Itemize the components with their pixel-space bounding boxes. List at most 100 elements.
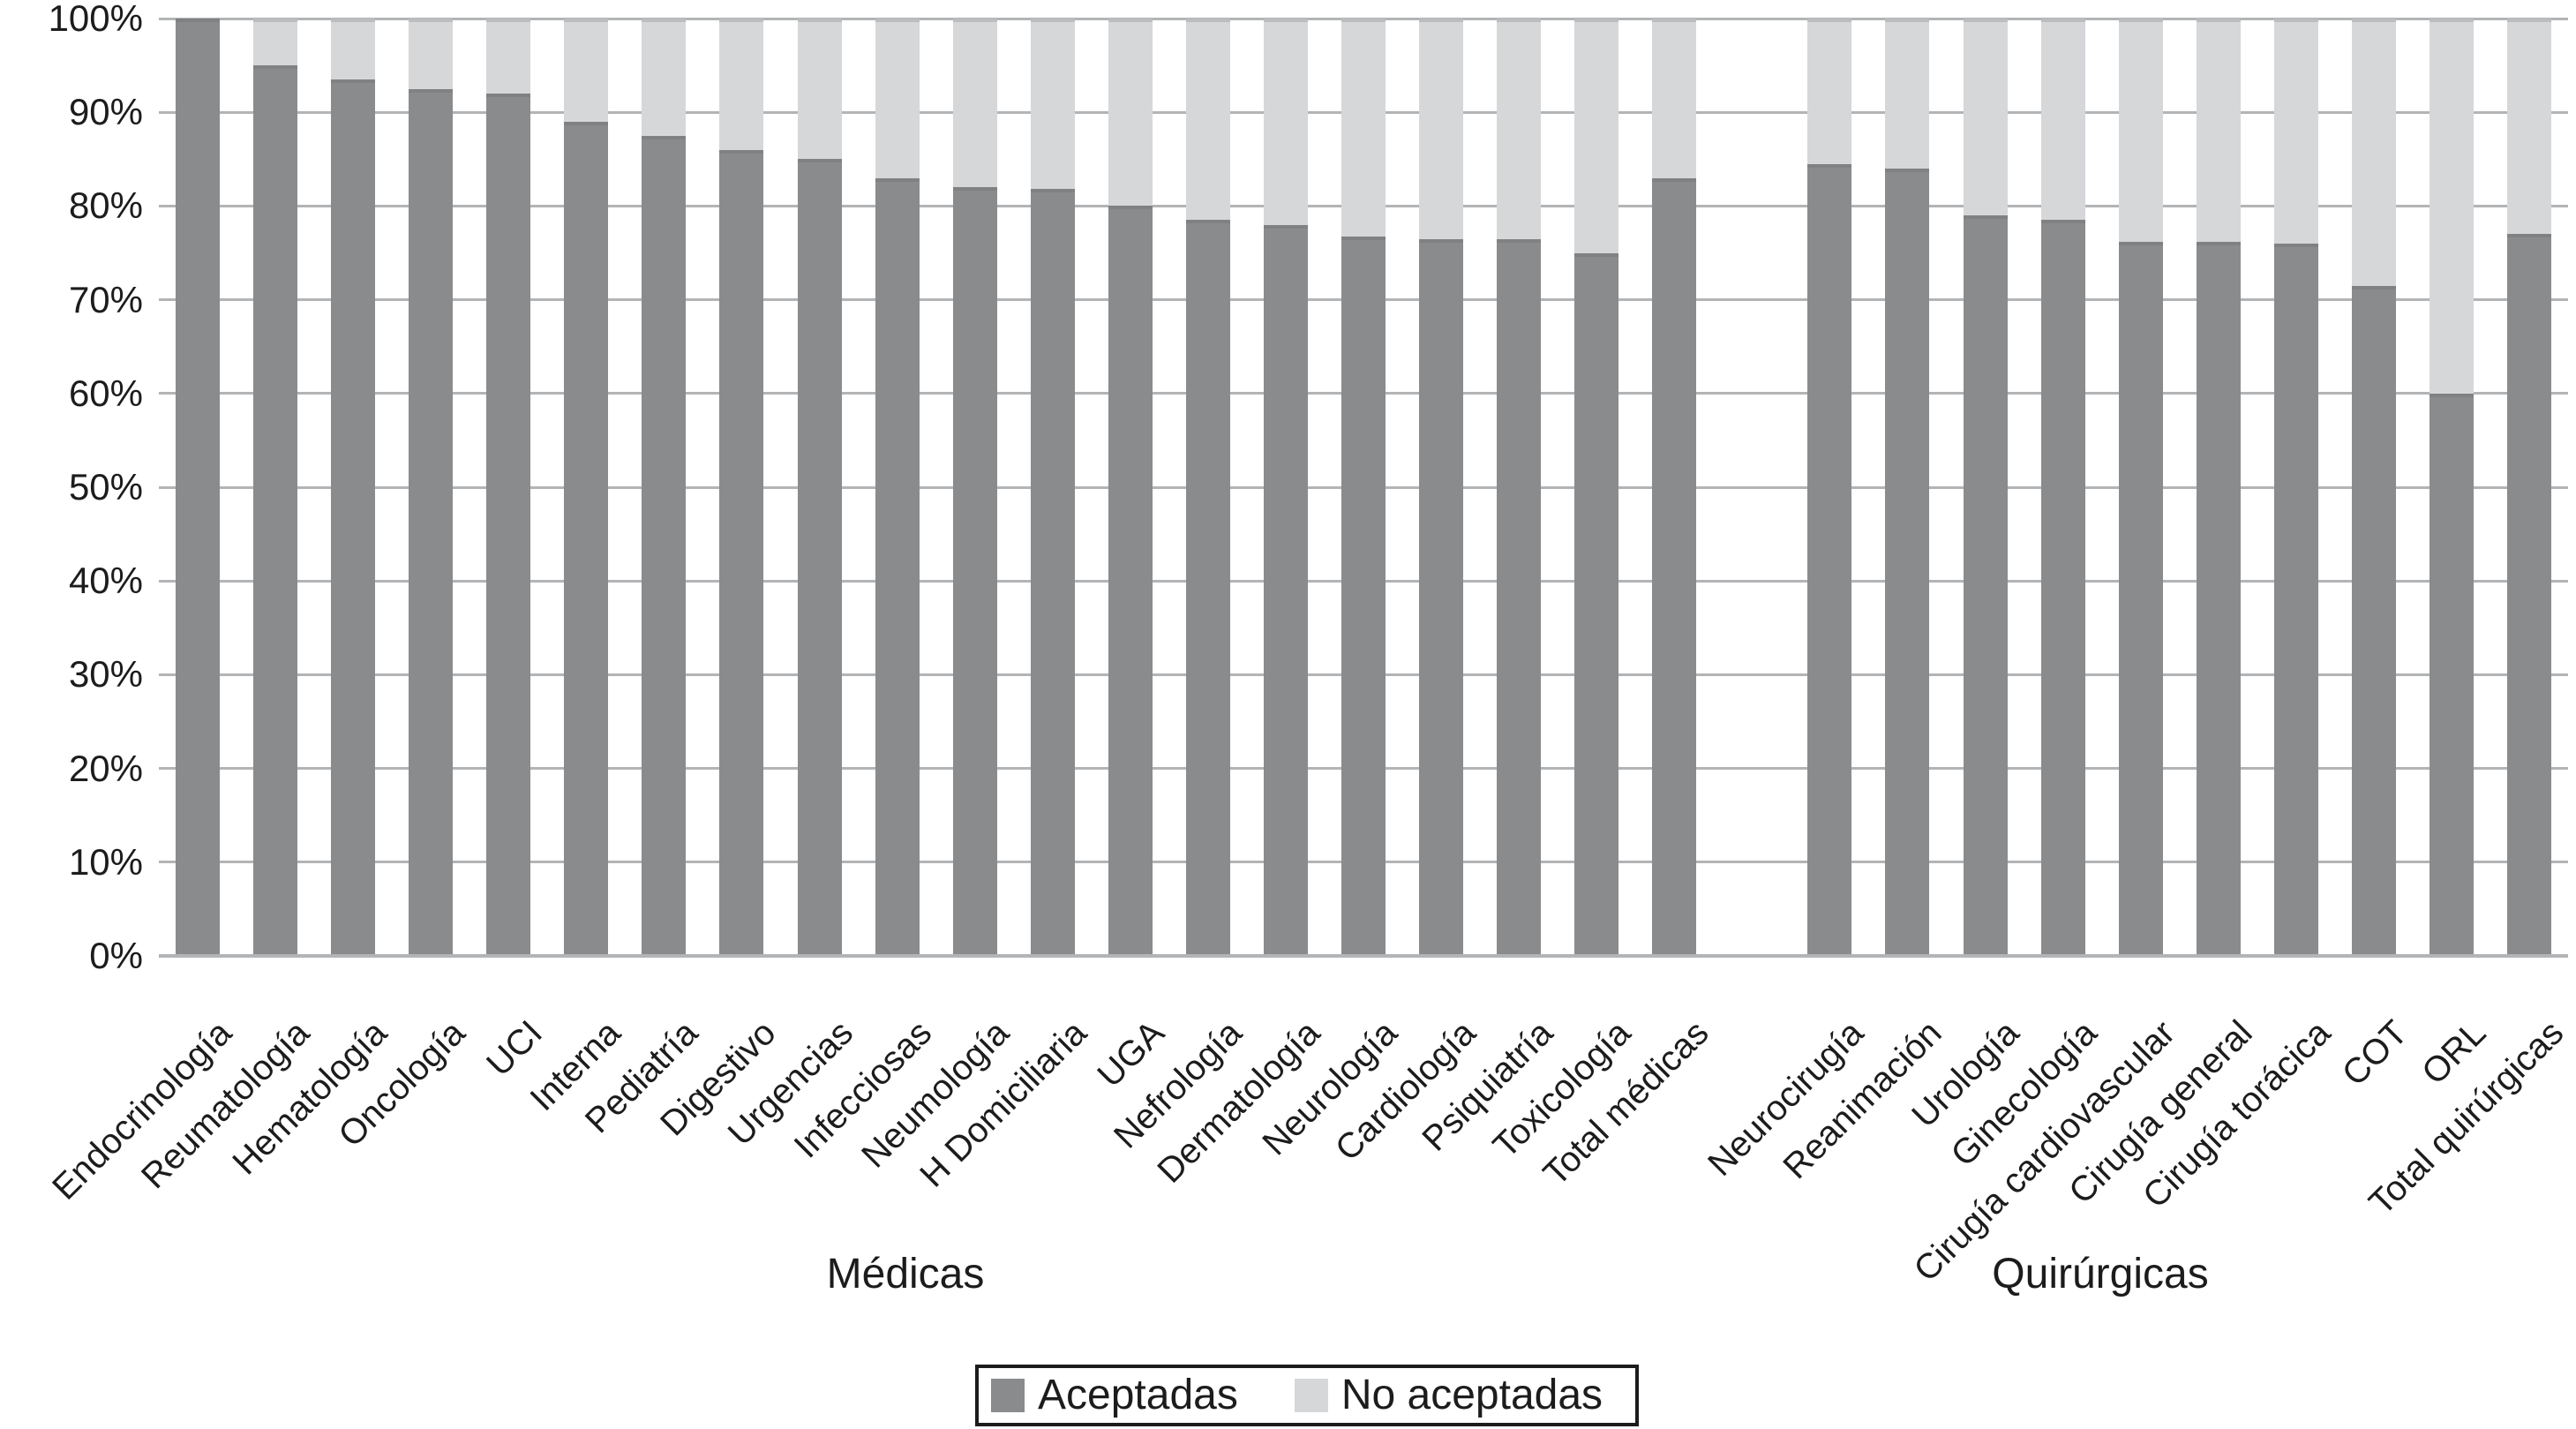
bar-12: [1030, 19, 1075, 956]
x-axis-label: Neurología: [1255, 1013, 1406, 1163]
bar-segment-no-aceptadas: [1341, 19, 1386, 237]
x-axis-label: UGA: [1090, 1013, 1172, 1095]
bar-segment-no-aceptadas: [409, 19, 454, 89]
group-label-quirurgicas: Quirúrgicas: [1992, 1251, 2209, 1297]
x-axis-label: Toxicología: [1485, 1013, 1639, 1166]
bar-21: [1807, 19, 1852, 956]
bar-segment-aceptadas: [1030, 189, 1075, 956]
legend-item-no-aceptadas: No aceptadas: [1294, 1372, 1603, 1418]
x-axis-label: Hematología: [225, 1013, 395, 1183]
x-axis-label: Digestivo: [653, 1013, 784, 1144]
bar-segment-aceptadas: [2273, 243, 2318, 956]
bar-segment-aceptadas: [1341, 237, 1386, 956]
bar-15: [1263, 19, 1308, 956]
plot-area: [159, 17, 2568, 958]
bar-segment-no-aceptadas: [331, 19, 376, 80]
bar-segment-no-aceptadas: [875, 19, 920, 178]
bar-segment-no-aceptadas: [2506, 19, 2551, 235]
y-axis-tick-label: 40%: [68, 560, 143, 602]
bar-19: [1574, 19, 1619, 956]
x-axis-label: Neurocirugía: [1701, 1013, 1872, 1185]
bar-segment-aceptadas: [2118, 241, 2163, 956]
bar-segment-aceptadas: [564, 121, 609, 956]
bar-segment-no-aceptadas: [1263, 19, 1308, 225]
y-axis-tick-label: 0%: [89, 935, 143, 976]
bar-segment-no-aceptadas: [2040, 19, 2085, 221]
bar-27: [2273, 19, 2318, 956]
y-axis-tick-label: 100%: [48, 0, 143, 39]
bar-segment-no-aceptadas: [2273, 19, 2318, 244]
bar-29: [2429, 19, 2474, 956]
bar-17: [1419, 19, 1464, 956]
bar-8: [719, 19, 764, 956]
bar-segment-aceptadas: [952, 187, 997, 956]
legend: Aceptadas No aceptadas: [975, 1365, 1639, 1426]
y-axis-tick-label: 60%: [68, 372, 143, 414]
bar-16: [1341, 19, 1386, 956]
x-axis-label: Dermatología: [1150, 1013, 1328, 1191]
legend-label-aceptadas: Aceptadas: [1038, 1372, 1238, 1418]
bar-14: [1185, 19, 1230, 956]
x-axis-label: Ginecología: [1943, 1013, 2105, 1175]
bar-26: [2196, 19, 2241, 956]
bar-9: [797, 19, 842, 956]
x-axis-label: ORL: [2414, 1013, 2494, 1093]
x-axis-label: Urología: [1904, 1013, 2027, 1136]
y-axis-tick-label: 80%: [68, 184, 143, 227]
bar-segment-aceptadas: [642, 135, 687, 956]
bar-segment-no-aceptadas: [1963, 19, 2008, 216]
y-axis-tick-label: 30%: [68, 653, 143, 696]
bar-segment-aceptadas: [1963, 215, 2008, 956]
y-axis-tick-label: 10%: [68, 840, 143, 883]
legend-label-no-aceptadas: No aceptadas: [1341, 1372, 1603, 1418]
bar-28: [2351, 19, 2396, 956]
x-axis-label: Total quirúrgicas: [2362, 1013, 2572, 1223]
x-axis-label: Endocrinología: [45, 1013, 240, 1207]
bar-segment-aceptadas: [1574, 252, 1619, 956]
bar-5: [486, 19, 531, 956]
x-axis-label: Urgencias: [721, 1013, 861, 1154]
x-axis-label: Reumatología: [134, 1013, 318, 1197]
x-axis-label: Interna: [522, 1013, 628, 1119]
y-axis-tick-label: 70%: [68, 278, 143, 320]
group-label-medicas: Médicas: [826, 1251, 985, 1297]
bar-segment-aceptadas: [875, 177, 920, 956]
bar-segment-no-aceptadas: [1108, 19, 1153, 207]
x-axis-label: H Domiciliaria: [912, 1013, 1094, 1195]
bar-3: [331, 19, 376, 956]
bar-segment-aceptadas: [2429, 393, 2474, 956]
bar-segment-no-aceptadas: [2118, 19, 2163, 242]
legend-item-aceptadas: Aceptadas: [991, 1373, 1238, 1418]
bar-segment-no-aceptadas: [952, 19, 997, 188]
bar-segment-no-aceptadas: [1574, 19, 1619, 253]
x-axis-label: Cirugía general: [2062, 1013, 2260, 1212]
bar-segment-aceptadas: [2196, 241, 2241, 956]
bar-segment-aceptadas: [1652, 177, 1697, 956]
x-axis-label: Cirugía torácica: [2135, 1013, 2338, 1216]
bar-segment-no-aceptadas: [2351, 19, 2396, 286]
gridline: [159, 17, 2568, 20]
bar-25: [2118, 19, 2163, 956]
bar-segment-no-aceptadas: [564, 19, 609, 122]
bar-20: [1652, 19, 1697, 956]
x-axis-label: COT: [2335, 1013, 2415, 1094]
bar-segment-aceptadas: [1263, 224, 1308, 956]
legend-swatch-aceptadas-icon: [991, 1379, 1025, 1412]
bar-segment-aceptadas: [1108, 206, 1153, 956]
x-axis-label: Nefrología: [1107, 1013, 1250, 1156]
bar-24: [2040, 19, 2085, 956]
bar-segment-aceptadas: [1185, 220, 1230, 956]
bar-segment-aceptadas: [2040, 220, 2085, 956]
bar-segment-aceptadas: [2506, 234, 2551, 956]
x-axis-label: Oncología: [331, 1013, 473, 1155]
x-axis-label: Reanimación: [1776, 1013, 1949, 1187]
bar-22: [1885, 19, 1930, 956]
bar-segment-no-aceptadas: [486, 19, 531, 94]
bar-7: [642, 19, 687, 956]
bar-18: [1497, 19, 1542, 956]
bar-segment-no-aceptadas: [1030, 19, 1075, 190]
x-axis-label: Psiquiatría: [1415, 1013, 1561, 1159]
bar-segment-no-aceptadas: [1419, 19, 1464, 239]
x-axis-label: Total médicas: [1536, 1013, 1716, 1194]
